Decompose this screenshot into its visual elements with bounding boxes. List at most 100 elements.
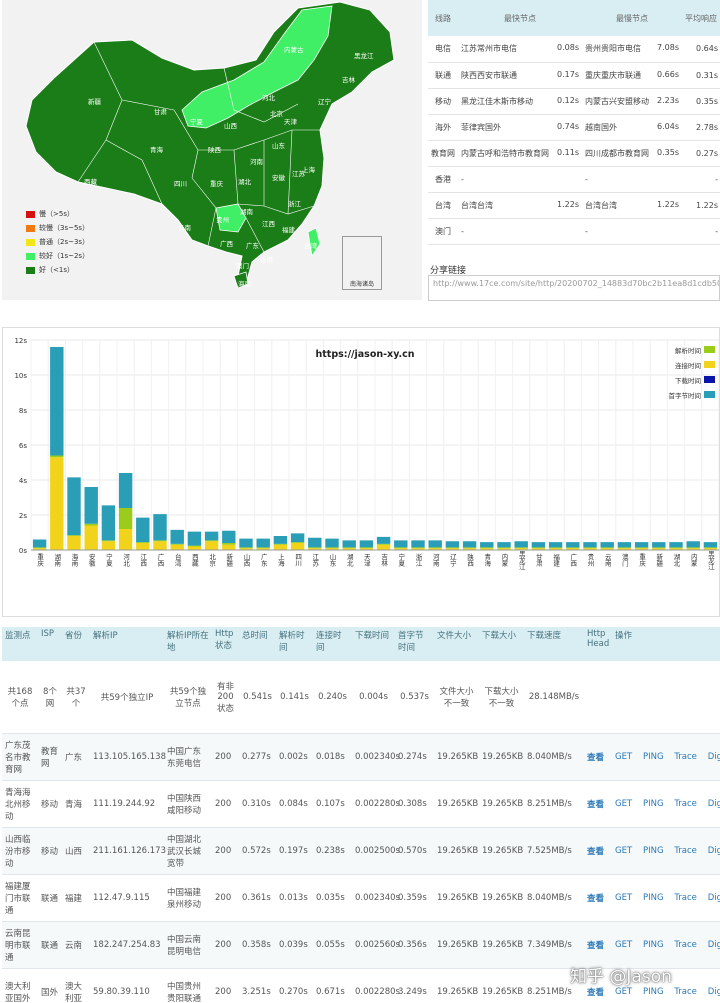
map-label: 湖北 [238,177,252,186]
bar-segment [480,542,494,548]
get-link[interactable]: GET [615,751,633,762]
trace-link[interactable]: Trace [674,845,697,856]
cell-ip[interactable]: 211.161.126.173 [90,827,166,875]
results-header[interactable]: 总时间 [239,627,276,661]
cell-first-byte: 0.308s [395,780,434,828]
dig-link[interactable]: Dig [707,892,720,903]
ping-link[interactable]: PING [642,939,664,950]
cell-status: 200 [212,968,239,1003]
results-header[interactable]: ISP [38,627,62,661]
bar-segment [445,541,460,548]
slowest-time: 0.66s [657,69,679,79]
x-tick-label: 陕西 [466,552,474,568]
cell-actions: GET PING Trace Dig [612,874,720,922]
dig-link[interactable]: Dig [707,798,720,809]
results-header[interactable]: 下载大小 [479,627,524,661]
get-link[interactable]: GET [615,798,633,809]
map-label: 广西 [220,239,234,248]
bar-segment [394,548,408,550]
map-label: 贵州 [216,215,229,224]
trace-link[interactable]: Trace [674,986,697,997]
map-label: 北京 [270,109,284,118]
view-head-link[interactable]: 查看 [587,799,605,810]
cell-province: 澳大利亚 [62,968,90,1003]
dig-link[interactable]: Dig [707,939,720,950]
summary-first_byte: 0.537s [395,661,434,734]
bar-segment [514,547,528,549]
bar-segment [50,347,64,456]
trace-link[interactable]: Trace [674,798,697,809]
bar-segment [531,547,546,549]
results-header[interactable]: 下载速度 [524,627,584,661]
fastest-node: 江苏常州市电信 [461,44,517,54]
dig-link[interactable]: Dig [707,751,720,762]
chart-legend-label: 解析时间 [675,346,701,355]
cell-province: 山西 [62,827,90,875]
fastest-time: 0.11s [557,147,579,157]
map-label: 台湾 [304,241,318,250]
cell-ip[interactable]: 112.47.9.115 [90,874,164,922]
view-head-link[interactable]: 查看 [587,893,605,904]
fastest-node: 菲律宾国外 [461,122,501,132]
map-label: 福建 [282,225,296,234]
chart-canvas: 0s2s4s6s8s10s12shttps://jason-xy.cn重庆 湖南海… [14,337,719,570]
cell-down-size: 19.265KB [479,921,524,969]
ping-link[interactable]: PING [642,798,664,809]
ping-link[interactable]: PING [642,845,664,856]
cell-first-byte: 0.274s [395,733,434,781]
results-header[interactable]: 操作 [612,627,720,661]
results-header[interactable]: 文件大小 [434,627,479,661]
results-header[interactable]: 解析IP [90,627,164,661]
dig-link[interactable]: Dig [707,845,720,856]
dig-link[interactable]: Dig [707,986,720,997]
results-header[interactable]: 监测点 [2,627,38,661]
x-tick-label: 广西 [156,552,164,568]
cell-ip[interactable]: 113.105.165.138 [90,733,166,781]
trace-link[interactable]: Trace [674,892,697,903]
bar-segment [136,517,150,543]
get-link[interactable]: GET [615,845,633,856]
bar-segment [325,538,339,548]
share-link-field[interactable]: http://www.17ce.com/site/http/20200702_1… [428,275,720,301]
cell-ip[interactable]: 59.80.39.110 [90,968,164,1003]
results-header[interactable]: 连接时间 [313,627,352,661]
bar-segment [118,473,133,508]
bar-segment [600,547,614,549]
get-link[interactable]: GET [615,986,633,997]
slowest-cell: 重庆重庆市联通 0.66s [582,62,682,89]
slowest-node: 内蒙古兴安盟移动 [585,96,649,106]
get-link[interactable]: GET [615,892,633,903]
bar-segment [617,542,632,548]
x-tick-label: 浙江 [414,552,422,567]
x-tick-label: 河南 [431,553,439,567]
speed-row: 香港 - - - [428,166,720,193]
summary-connect: 0.240s [313,661,352,734]
ping-link[interactable]: PING [642,751,664,762]
cell-actions: GET PING Trace Dig [612,780,720,828]
view-head-link[interactable]: 查看 [587,846,605,857]
results-header[interactable]: 省份 [62,627,90,661]
map-label: 四川 [174,180,187,188]
slowest-cell: 越南国外 6.04s [582,114,682,141]
results-header[interactable]: 下载时间 [352,627,395,661]
get-link[interactable]: GET [615,939,633,950]
bar-segment [325,548,339,550]
view-head-link[interactable]: 查看 [587,987,605,998]
cell-down-size: 19.265KB [479,780,524,828]
results-header[interactable]: Http状态 [212,627,239,661]
results-header[interactable]: 解析时间 [276,627,313,661]
trace-link[interactable]: Trace [674,939,697,950]
cell-ip[interactable]: 182.247.254.83 [90,921,164,969]
results-header[interactable]: Http Head [584,627,612,661]
trace-link[interactable]: Trace [674,751,697,762]
ping-link[interactable]: PING [642,986,664,997]
bar-segment [548,547,563,549]
view-head-link[interactable]: 查看 [587,940,605,951]
cell-ip[interactable]: 111.19.244.92 [90,780,164,828]
view-head-link[interactable]: 查看 [587,752,605,763]
cell-connect: 0.055s [313,921,352,969]
ping-link[interactable]: PING [642,892,664,903]
bar-segment [308,548,322,550]
results-header[interactable]: 解析IP所在地 [164,627,212,661]
results-header[interactable]: 首字节时间 [395,627,434,661]
